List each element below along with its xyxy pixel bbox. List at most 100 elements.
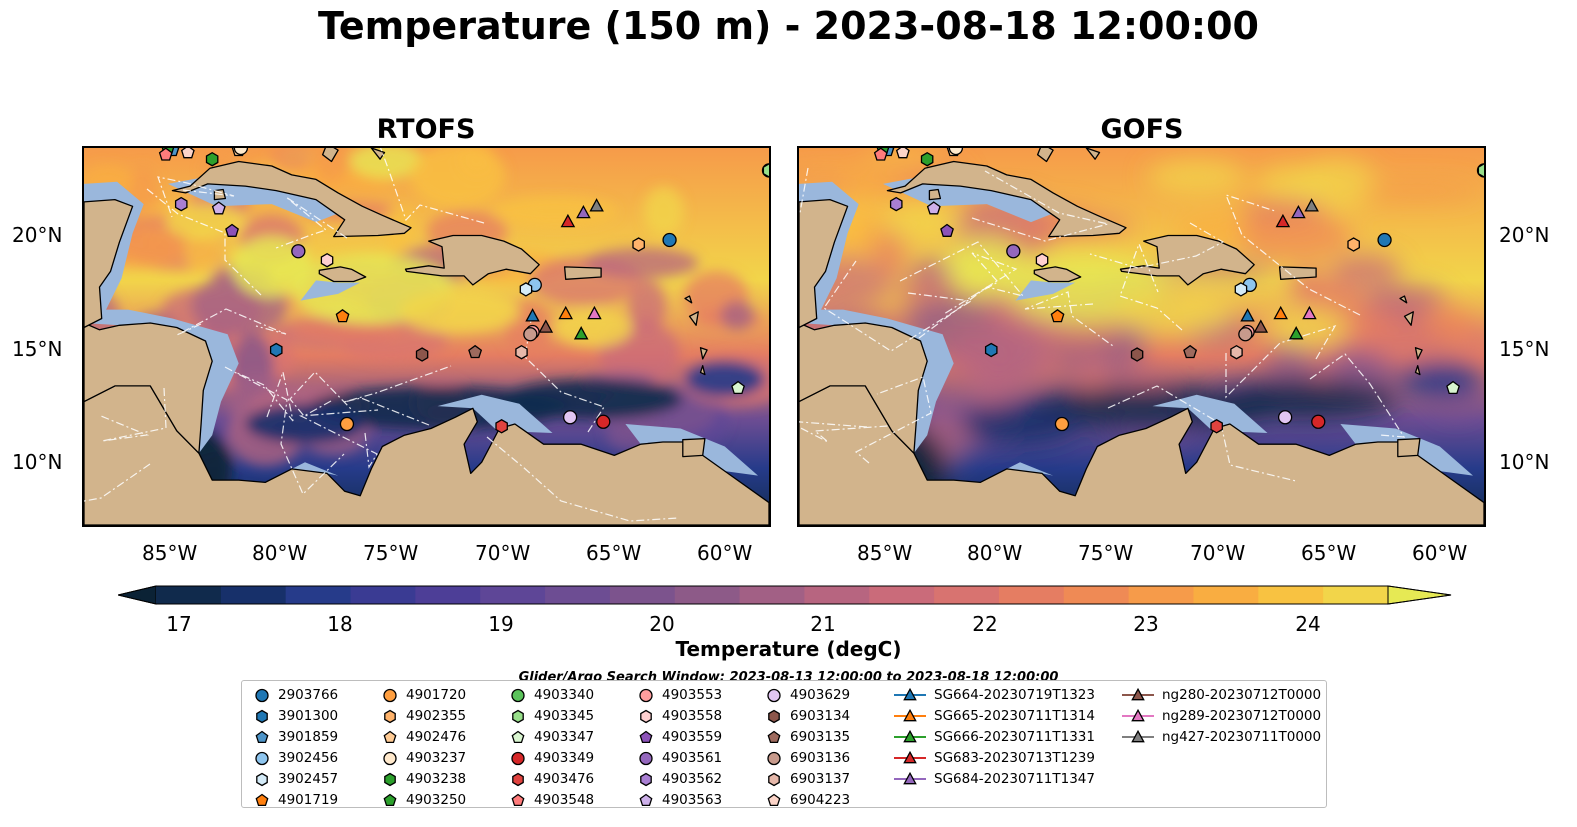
marker-4903559[interactable]: [940, 223, 954, 237]
marker-4903563[interactable]: [211, 201, 226, 215]
marker-6903136[interactable]: [523, 327, 538, 342]
marker-4903548[interactable]: [873, 148, 888, 161]
marker-SG684-20230711T1347[interactable]: [576, 204, 591, 219]
legend-symbol: [640, 772, 652, 787]
legend-marker-icon: [767, 730, 781, 744]
marker-4903349[interactable]: [596, 414, 611, 429]
marker-4901720[interactable]: [1054, 416, 1070, 432]
marker-ng280-20230712T0000[interactable]: [1253, 319, 1269, 333]
marker-SG666-20230711T1331[interactable]: [573, 326, 589, 340]
marker-SG664-20230719T1323[interactable]: [525, 308, 540, 322]
shallow-shelf: [84, 309, 239, 454]
marker-2903766[interactable]: [1377, 232, 1392, 248]
marker-ng427-20230711T0000[interactable]: [589, 198, 604, 212]
marker-4903629[interactable]: [562, 410, 578, 425]
marker-SG683-20230713T1239[interactable]: [1275, 213, 1291, 228]
eez-boundary: [1119, 242, 1183, 331]
legend-marker-icon: [767, 751, 781, 766]
legend-label: 6903134: [790, 708, 851, 724]
colorbar-segment: [804, 586, 870, 604]
marker-6903136[interactable]: [1238, 327, 1253, 342]
legend-item: 6903136: [766, 748, 850, 768]
legend-item: 4903250: [382, 790, 466, 810]
colorbar-segment: [739, 586, 805, 604]
legend-marker-icon: [768, 772, 780, 787]
eez-boundary: [100, 387, 167, 442]
marker-6903134[interactable]: [415, 347, 429, 362]
marker-3901300[interactable]: [269, 342, 283, 358]
marker-4901720[interactable]: [339, 416, 355, 432]
marker-4901719[interactable]: [1050, 308, 1065, 323]
lon-tick-right: 80°W: [967, 541, 1023, 565]
marker-4902355[interactable]: [1347, 237, 1360, 252]
marker-6903135[interactable]: [468, 344, 483, 359]
marker-4903347[interactable]: [1446, 380, 1460, 395]
marker-ng289-20230712T0000[interactable]: [587, 305, 602, 320]
marker-4903238[interactable]: [205, 151, 219, 167]
marker-6904223[interactable]: [180, 148, 195, 159]
legend-item: 4903562: [638, 769, 722, 789]
legend-symbol: [511, 688, 525, 703]
marker-SG664-20230719T1323[interactable]: [1240, 308, 1255, 322]
figure-title: Temperature (150 m) - 2023-08-18 12:00:0…: [317, 4, 1259, 48]
marker-4903476[interactable]: [1210, 419, 1223, 434]
marker-3902457[interactable]: [519, 282, 533, 297]
marker-3902457[interactable]: [1234, 282, 1248, 297]
land-bahamas2: [1085, 148, 1101, 160]
marker-4903629[interactable]: [1277, 410, 1293, 425]
legend-symbol: [383, 793, 397, 807]
lon-tick-left: 65°W: [586, 541, 642, 565]
marker-SG666-20230711T1331[interactable]: [1288, 326, 1304, 340]
marker-6903137[interactable]: [1230, 344, 1243, 360]
legend-label: 6904223: [790, 792, 851, 808]
marker-4903237[interactable]: [948, 148, 964, 156]
legend-marker-icon: [1122, 729, 1154, 743]
legend-symbol: [255, 793, 269, 807]
marker-6904223[interactable]: [895, 148, 910, 159]
marker-4903347[interactable]: [731, 380, 745, 395]
marker-4903558[interactable]: [320, 252, 334, 268]
marker-6903135[interactable]: [1183, 344, 1198, 359]
marker-SG683-20230713T1239[interactable]: [560, 213, 576, 228]
eez-boundary: [298, 409, 379, 469]
marker-ng289-20230712T0000[interactable]: [1302, 305, 1317, 320]
map-rtofs[interactable]: [82, 146, 771, 527]
panel-title-rtofs: RTOFS: [376, 114, 476, 145]
colorbar-segment: [1323, 586, 1389, 604]
marker-6903134[interactable]: [1130, 347, 1144, 362]
marker-ng427-20230711T0000[interactable]: [1304, 198, 1319, 212]
marker-4903345[interactable]: [1477, 163, 1484, 178]
legend-item: 4902355: [382, 706, 466, 726]
marker-4903561[interactable]: [291, 244, 306, 259]
land-hispaniola: [404, 234, 540, 286]
marker-4903562[interactable]: [174, 196, 188, 212]
map-gofs[interactable]: [797, 146, 1486, 527]
legend-item: 4903561: [638, 748, 722, 768]
marker-4903563[interactable]: [926, 201, 941, 215]
marker-SG684-20230711T1347[interactable]: [1291, 204, 1306, 219]
shallow-shelf: [1015, 280, 1076, 301]
marker-4903562[interactable]: [889, 196, 903, 212]
marker-SG665-20230711T1314[interactable]: [1273, 305, 1288, 320]
marker-4903548[interactable]: [158, 148, 173, 161]
eez-boundary: [146, 188, 262, 296]
legend-item: 3901859: [254, 727, 338, 747]
legend-symbol: [384, 772, 396, 787]
marker-4903476[interactable]: [495, 419, 508, 434]
marker-4901719[interactable]: [335, 308, 350, 323]
marker-3901300[interactable]: [984, 342, 998, 358]
marker-4903561[interactable]: [1006, 244, 1021, 259]
marker-4903559[interactable]: [225, 223, 239, 237]
marker-4903237[interactable]: [233, 148, 249, 156]
land-trinidad: [1397, 437, 1421, 458]
lon-tick-right: 75°W: [1078, 541, 1134, 565]
marker-SG665-20230711T1314[interactable]: [558, 305, 573, 320]
marker-6903137[interactable]: [515, 344, 528, 360]
marker-4903345[interactable]: [762, 163, 769, 178]
marker-2903766[interactable]: [662, 232, 677, 248]
marker-4902355[interactable]: [632, 237, 645, 252]
marker-4903558[interactable]: [1035, 252, 1049, 268]
marker-4903349[interactable]: [1311, 414, 1326, 429]
marker-ng280-20230712T0000[interactable]: [538, 319, 554, 333]
marker-4903238[interactable]: [920, 151, 934, 167]
